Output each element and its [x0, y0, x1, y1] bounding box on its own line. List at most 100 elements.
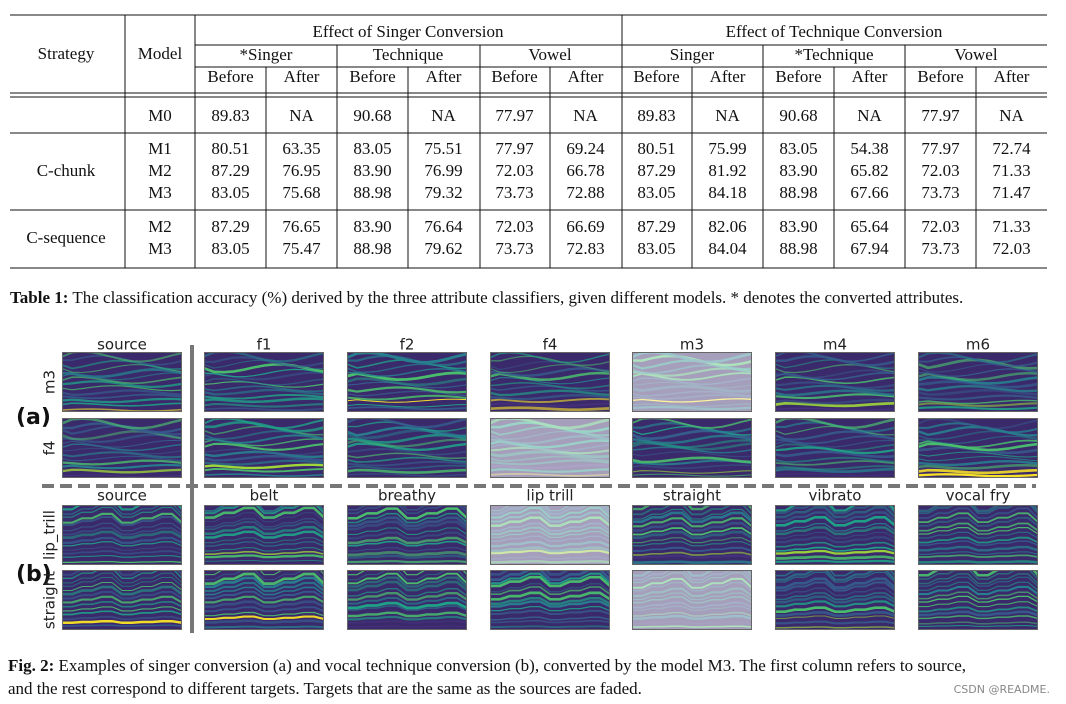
harmonic: [918, 505, 1038, 514]
spectrogram-body: [632, 505, 752, 565]
spectrogram-body: [775, 352, 895, 412]
harmonic: [204, 615, 324, 621]
harmonic: [204, 393, 324, 400]
harmonic: [918, 570, 1038, 580]
harmonic: [490, 570, 610, 581]
harmonic: [204, 505, 324, 515]
spectrogram: [632, 352, 752, 412]
frame: [347, 418, 467, 478]
harmonic: [775, 546, 895, 552]
spectrogram-bg: [918, 570, 1038, 630]
spectrogram-body: [775, 418, 895, 478]
header-cell: After: [710, 67, 746, 86]
harmonic: [204, 590, 324, 600]
harmonic: [632, 522, 752, 532]
harmonic: [918, 512, 1038, 523]
harmonic: [347, 620, 467, 624]
harmonic: [62, 397, 182, 404]
harmonic: [632, 473, 752, 477]
value-cell: 67.94: [850, 239, 889, 258]
harmonic: [918, 585, 1038, 596]
harmonic: [775, 600, 895, 608]
fade-overlay: [632, 570, 752, 630]
column-title: vibrato: [809, 487, 862, 505]
harmonic: [918, 621, 1038, 625]
harmonic: [632, 511, 752, 523]
value-cell: 77.97: [921, 106, 960, 125]
header-cell: Strategy: [38, 44, 95, 63]
frame: [490, 505, 610, 565]
harmonic: [490, 364, 610, 374]
harmonic: [204, 537, 324, 544]
harmonic: [918, 610, 1038, 617]
harmonic: [347, 512, 467, 524]
spectrogram-body: [918, 570, 1038, 630]
harmonic: [632, 508, 752, 520]
frame: [62, 570, 182, 630]
value-cell: 65.82: [850, 161, 888, 180]
value-cell: 87.29: [637, 217, 675, 236]
value-cell: 76.65: [282, 217, 320, 236]
spectrogram: [204, 505, 324, 565]
harmonic: [347, 572, 467, 585]
value-cell: 76.99: [424, 161, 462, 180]
harmonic: [347, 426, 467, 438]
header-cell: Before: [349, 67, 395, 86]
harmonic: [918, 573, 1038, 585]
harmonic: [775, 467, 895, 474]
harmonic: [347, 611, 467, 618]
harmonic: [775, 456, 895, 463]
harmonic: [204, 448, 324, 456]
harmonic: [204, 521, 324, 531]
harmonic: [775, 473, 895, 477]
harmonic: [347, 428, 467, 440]
harmonic: [918, 376, 1038, 385]
harmonic: [62, 455, 182, 462]
harmonic: [347, 398, 467, 403]
value-cell: 72.88: [566, 183, 604, 202]
harmonic: [204, 518, 324, 528]
harmonic: [632, 456, 752, 464]
header-cell: After: [568, 67, 604, 86]
fade-overlay: [490, 418, 610, 478]
harmonic: [62, 527, 182, 536]
harmonic: [490, 591, 610, 601]
harmonic: [632, 469, 752, 474]
spectrogram-body: [204, 418, 324, 478]
harmonic: [775, 505, 895, 512]
column-title: m4: [823, 336, 847, 354]
harmonic: [775, 401, 895, 408]
spectrogram: [347, 352, 467, 412]
value-cell: 83.05: [211, 239, 249, 258]
spectrogram: [918, 418, 1038, 478]
harmonic: [62, 624, 182, 627]
harmonic: [204, 576, 324, 589]
header-cell: Effect of Technique Conversion: [726, 22, 943, 41]
harmonic: [347, 452, 467, 460]
spectrogram: [918, 570, 1038, 630]
value-cell: 75.51: [424, 139, 462, 158]
header-cell: Before: [775, 67, 821, 86]
harmonic: [347, 601, 467, 610]
value-cell: 79.32: [424, 183, 462, 202]
harmonic: [775, 352, 895, 363]
harmonic: [62, 530, 182, 539]
spectrogram: [490, 570, 610, 630]
value-cell: 75.47: [282, 239, 321, 258]
harmonic: [62, 443, 182, 452]
header-cell: Technique: [373, 45, 444, 64]
harmonic: [918, 464, 1038, 470]
harmonic: [347, 536, 467, 545]
harmonic: [490, 606, 610, 612]
value-cell: 63.35: [282, 139, 320, 158]
spectrogram-body: [204, 352, 324, 412]
harmonic: [62, 359, 182, 371]
harmonic: [918, 531, 1038, 539]
column-title: straight: [663, 487, 721, 505]
harmonic: [918, 394, 1038, 401]
harmonic: [62, 536, 182, 544]
harmonic: [632, 434, 752, 445]
header-cell: After: [994, 67, 1030, 86]
harmonic: [204, 611, 324, 617]
value-cell: 83.05: [211, 183, 249, 202]
